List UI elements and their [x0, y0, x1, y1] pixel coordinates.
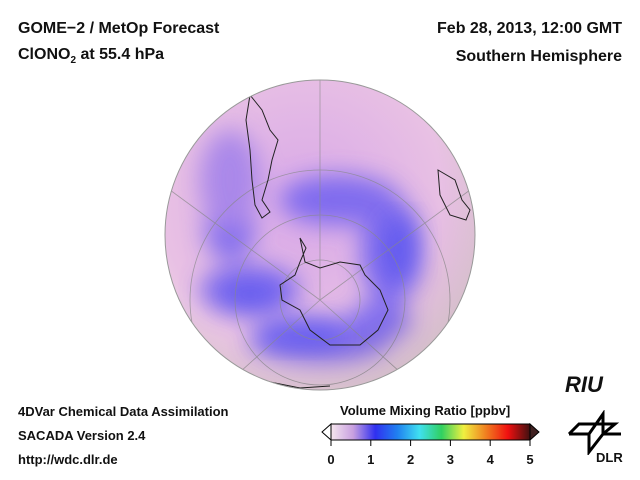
colorbar-bar	[330, 423, 531, 441]
riu-logo-text: RIU	[565, 372, 603, 397]
colorbar-tick-label: 0	[327, 452, 335, 467]
riu-logo: RIU	[565, 372, 603, 398]
colorbar-tick-label: 1	[367, 452, 375, 467]
footer-version: SACADA Version 2.4	[18, 428, 146, 443]
species-subscript: 2	[70, 55, 77, 67]
date-label: Feb 28, 2013, 12:00 GMT	[437, 20, 622, 37]
dlr-logo-text: DLR	[596, 450, 623, 465]
colorbar-max-arrow	[529, 422, 540, 442]
region-label: Southern Hemisphere	[455, 48, 622, 65]
colorbar-min-arrow	[321, 422, 332, 442]
colorbar	[321, 422, 540, 446]
species-level: at 55.4 hPa	[76, 46, 165, 63]
colorbar-tick-label: 5	[526, 452, 534, 467]
species-name: ClONO	[18, 46, 71, 63]
colorbar-title: Volume Mixing Ratio [ppbv]	[340, 403, 511, 418]
colorbar-tick-label: 3	[446, 452, 454, 467]
footer-url[interactable]: http://wdc.dlr.de	[18, 452, 118, 467]
species-label: ClONO2 at 55.4 hPa	[18, 46, 164, 66]
product-title: GOME−2 / MetOp Forecast	[18, 20, 220, 37]
footer-method: 4DVar Chemical Data Assimilation	[18, 404, 229, 419]
colorbar-tick-label: 2	[406, 452, 415, 467]
colorbar-tick-label: 4	[486, 452, 494, 467]
dlr-logo-icon	[567, 410, 621, 455]
